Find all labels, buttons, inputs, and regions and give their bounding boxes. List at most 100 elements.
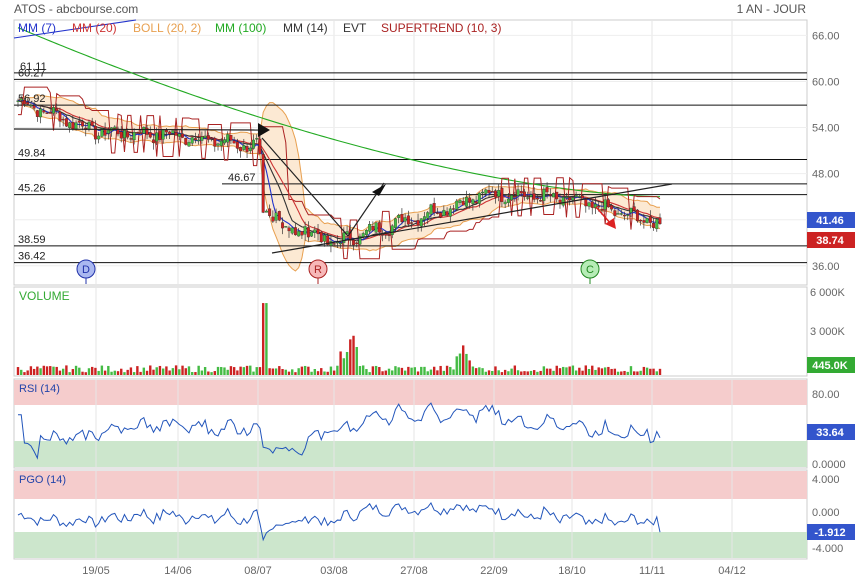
- candle-body: [503, 201, 507, 205]
- pgo-panel: [13, 469, 808, 560]
- candle-body: [35, 110, 39, 117]
- volume-bar: [194, 372, 197, 375]
- candle-body: [316, 229, 320, 235]
- volume-bar: [16, 367, 20, 375]
- volume-bar: [42, 365, 46, 375]
- candle-body: [135, 132, 139, 134]
- candle-body: [506, 198, 510, 203]
- candle-body: [164, 129, 168, 133]
- volume-bar: [168, 370, 171, 375]
- candle-body: [610, 205, 614, 210]
- candle-body: [568, 197, 572, 201]
- volume-bar: [394, 366, 397, 375]
- level-label: 61.11: [20, 61, 47, 73]
- volume-bar: [381, 371, 384, 375]
- volume-bar: [616, 371, 620, 375]
- volume-bar: [203, 367, 207, 375]
- candle-body: [548, 194, 552, 196]
- candle-body: [403, 217, 407, 222]
- volume-bar: [578, 367, 581, 375]
- volume-bar: [562, 366, 565, 375]
- candle-body: [255, 138, 259, 140]
- volume-bar: [242, 367, 246, 375]
- candle-body: [258, 138, 262, 155]
- volume-bar: [371, 366, 375, 375]
- candle-body: [577, 196, 581, 198]
- candle-body: [452, 208, 455, 210]
- candle-body: [284, 226, 288, 228]
- volume-bar: [594, 369, 597, 375]
- price-tick-label: 60.00: [812, 76, 840, 88]
- trend-line-resistance: [13, 128, 263, 131]
- candle-body: [490, 191, 494, 193]
- candle-body: [629, 207, 633, 213]
- volume-bar: [471, 366, 475, 375]
- price-tick-label: 48.00: [812, 169, 840, 181]
- candle-body: [229, 135, 233, 141]
- candle-body: [242, 145, 246, 150]
- volume-bar: [229, 366, 233, 375]
- arrow-up-icon: [372, 184, 386, 196]
- volume-bar: [552, 370, 555, 375]
- candle-body: [16, 100, 20, 102]
- volume-badge: [807, 357, 855, 373]
- volume-bar: [529, 370, 533, 375]
- rsi-polyline: [18, 402, 661, 460]
- candle-body: [177, 133, 181, 137]
- candle-body: [526, 197, 530, 199]
- x-axis-label: 18/10: [558, 565, 586, 577]
- candle-body: [52, 107, 55, 114]
- volume-bar: [397, 367, 400, 375]
- candle-body: [190, 137, 194, 144]
- candle-body: [387, 234, 391, 236]
- volume-bar: [332, 370, 336, 375]
- candle-body: [361, 233, 365, 237]
- volume-bar: [120, 368, 123, 375]
- candle-body: [197, 139, 201, 142]
- arrow-right-icon: [258, 123, 270, 137]
- volume-bar: [455, 356, 458, 375]
- volume-bar: [336, 365, 339, 375]
- volume-bar: [278, 366, 281, 375]
- volume-bar: [342, 358, 346, 375]
- volume-bar: [474, 368, 478, 375]
- candle-body: [74, 122, 78, 130]
- volume-bar: [497, 370, 500, 375]
- candle-body: [219, 140, 223, 146]
- volume-bar: [326, 371, 329, 375]
- volume-bar: [407, 366, 410, 375]
- candle-body: [639, 219, 643, 222]
- volume-bar: [307, 366, 310, 375]
- volume-bar: [623, 370, 626, 375]
- candle-body: [106, 130, 110, 134]
- volume-bar: [539, 370, 542, 375]
- volume-bar: [626, 371, 629, 375]
- candle-body: [152, 139, 155, 143]
- volume-bar: [303, 365, 307, 375]
- candle-body: [587, 202, 591, 207]
- volume-bar: [320, 368, 323, 375]
- volume-bar: [462, 345, 465, 375]
- volume-bar: [600, 368, 604, 375]
- candle-body: [532, 193, 536, 200]
- pattern-letter: C: [586, 264, 594, 276]
- indicator-legend-item: MM (14): [283, 21, 328, 35]
- volume-bar: [268, 368, 271, 375]
- candle-body: [48, 111, 52, 114]
- volume-bar: [613, 368, 617, 375]
- volume-bar: [339, 351, 342, 375]
- candle-body: [123, 130, 126, 139]
- volume-bar: [174, 365, 178, 375]
- volume-bar: [500, 372, 504, 375]
- candle-body: [300, 231, 304, 236]
- candle-body: [161, 129, 165, 140]
- volume-bar: [107, 365, 110, 375]
- pgo-line: [17, 501, 661, 542]
- volume-bar: [568, 366, 571, 375]
- candle-body: [429, 204, 433, 215]
- candle-body: [481, 191, 485, 194]
- volume-bar: [487, 370, 491, 375]
- volume-bar: [516, 370, 520, 375]
- indicator-legend-item: MM (7): [18, 21, 56, 35]
